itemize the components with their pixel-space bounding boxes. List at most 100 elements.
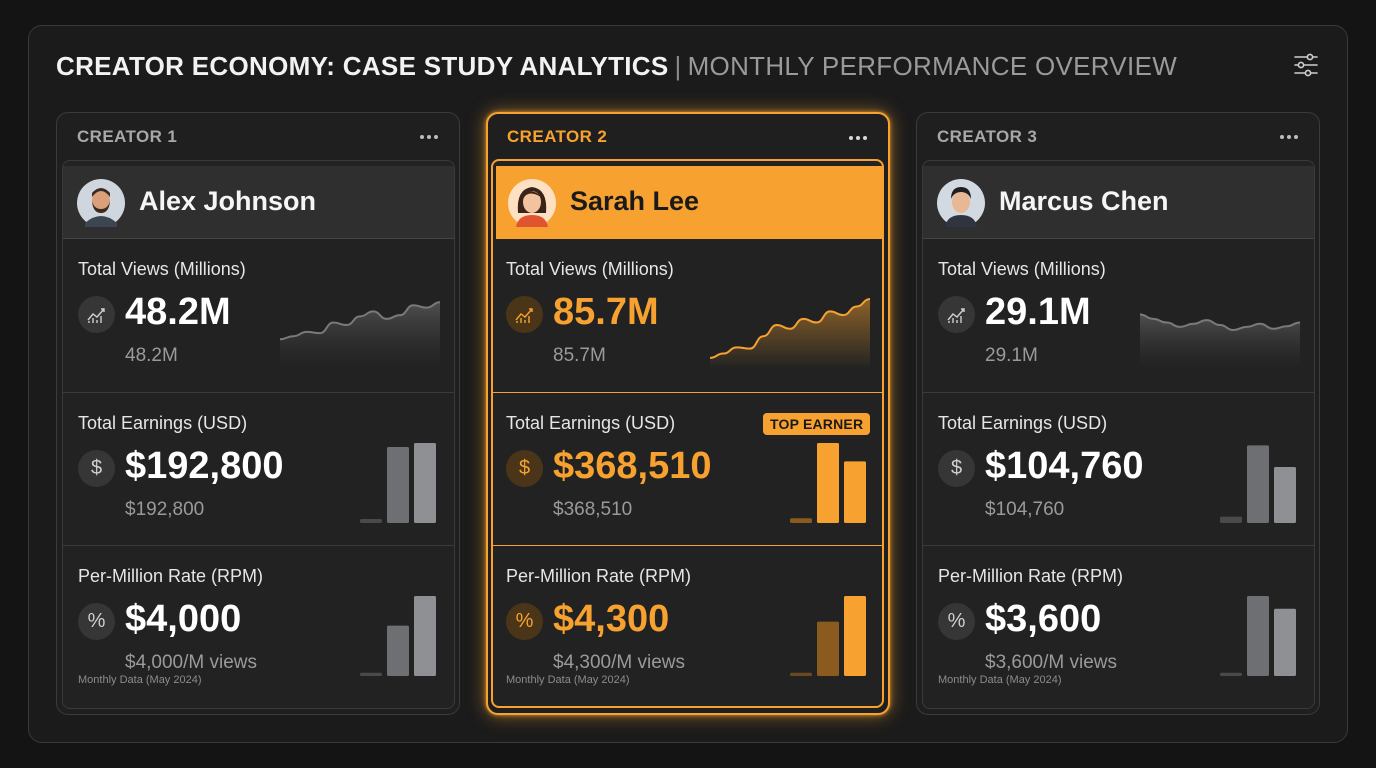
bar-2 <box>414 596 436 676</box>
dollar-icon: $ <box>78 450 115 487</box>
rpm-label: Per-Million Rate (RPM) <box>78 566 264 586</box>
footnote: Monthly Data (May 2024) <box>506 674 630 686</box>
views-label: Total Views (Millions) <box>938 259 1106 279</box>
creator-name: Alex Johnson <box>139 186 317 216</box>
sparkline-area <box>280 302 440 369</box>
card-label: CREATOR 1 <box>77 127 178 146</box>
card-body: Alex Johnson Total Views (Millions) 48.2… <box>62 160 455 709</box>
rpm-bar-chart <box>360 596 436 676</box>
creator-card-1[interactable]: CREATOR 1 Alex Johnson Total Views (Mill… <box>56 112 460 715</box>
bar-1 <box>817 621 839 676</box>
earnings-value: $368,510 <box>553 445 712 487</box>
bar-0 <box>360 519 382 523</box>
bar-1 <box>1247 445 1269 523</box>
top-earner-badge: TOP EARNER <box>763 413 871 435</box>
earnings-label: Total Earnings (USD) <box>78 413 248 433</box>
views-value: 85.7M <box>553 291 659 333</box>
bar-0 <box>1220 672 1242 676</box>
card-label: CREATOR 2 <box>507 127 608 146</box>
earnings-label: Total Earnings (USD) <box>506 413 676 433</box>
views-section: Total Views (Millions) 29.1M 29.1M <box>923 239 1314 392</box>
creator-card-3[interactable]: CREATOR 3 Marcus Chen Total Views (Milli… <box>916 112 1320 715</box>
creator-name-bar: Sarah Lee <box>496 166 882 239</box>
trend-chart-icon <box>506 296 543 333</box>
earnings-bar-chart <box>790 443 866 523</box>
views-subvalue: 85.7M <box>553 345 606 366</box>
earnings-value: $104,760 <box>985 445 1144 487</box>
views-value: 29.1M <box>985 291 1091 333</box>
bar-0 <box>790 518 812 523</box>
percent-icon: % <box>78 603 115 640</box>
trend-chart-icon <box>78 296 115 333</box>
bar-2 <box>1274 467 1296 523</box>
bar-1 <box>387 625 409 676</box>
views-label: Total Views (Millions) <box>506 259 674 279</box>
earnings-section: Total Earnings (USD) $ $192,800 $192,800 <box>63 392 454 545</box>
more-icon[interactable] <box>846 128 870 148</box>
sparkline-area <box>1140 314 1300 369</box>
rpm-subvalue: $3,600/M views <box>985 652 1118 673</box>
bar-2 <box>844 596 866 676</box>
views-sparkline <box>1140 313 1300 369</box>
rpm-value: $4,000 <box>125 598 242 640</box>
creator-name: Marcus Chen <box>999 186 1169 216</box>
sparkline-area <box>710 299 870 369</box>
creator-name: Sarah Lee <box>570 186 700 216</box>
card-label: CREATOR 3 <box>937 127 1038 146</box>
sparkline-line <box>710 298 870 359</box>
page-title: CREATOR ECONOMY: CASE STUDY ANALYTICS | MO… <box>56 50 1177 82</box>
earnings-bar-chart <box>1220 445 1296 523</box>
more-icon[interactable] <box>1277 127 1301 147</box>
rpm-label: Per-Million Rate (RPM) <box>938 566 1124 586</box>
earnings-subvalue: $104,760 <box>985 499 1065 520</box>
title-separator: | <box>674 51 682 81</box>
views-subvalue: 29.1M <box>985 345 1038 366</box>
bar-2 <box>1274 608 1296 676</box>
creator-name-bar: Alex Johnson <box>63 166 454 239</box>
earnings-section: Total Earnings (USD) TOP EARNER $ $368,5… <box>493 392 882 545</box>
earnings-value: $192,800 <box>125 445 284 487</box>
bar-0 <box>790 672 812 676</box>
earnings-subvalue: $368,510 <box>553 499 633 520</box>
views-sparkline <box>710 298 870 369</box>
footnote: Monthly Data (May 2024) <box>938 674 1062 686</box>
avatar <box>77 179 125 227</box>
rpm-label: Per-Million Rate (RPM) <box>506 566 692 586</box>
bar-2 <box>844 461 866 523</box>
bar-0 <box>360 672 382 676</box>
footnote: Monthly Data (May 2024) <box>78 674 202 686</box>
title-subtitle: MONTHLY PERFORMANCE OVERVIEW <box>687 51 1178 81</box>
views-sparkline <box>280 301 440 369</box>
bar-0 <box>1220 516 1242 523</box>
views-subvalue: 48.2M <box>125 345 178 366</box>
avatar <box>937 179 985 227</box>
views-section: Total Views (Millions) 85.7M 85.7M <box>493 239 882 392</box>
rpm-value: $3,600 <box>985 598 1102 640</box>
percent-icon: % <box>506 603 543 640</box>
card-body: Marcus Chen Total Views (Millions) 29.1M… <box>922 160 1315 709</box>
card-body: Sarah Lee Total Views (Millions) 85.7M 8… <box>491 159 884 708</box>
avatar <box>508 179 556 227</box>
dollar-icon: $ <box>938 450 975 487</box>
bar-1 <box>387 447 409 523</box>
earnings-section: Total Earnings (USD) $ $104,760 $104,760 <box>923 392 1314 545</box>
rpm-section: Per-Million Rate (RPM) % $4,300 $4,300/M… <box>493 545 882 698</box>
earnings-bar-chart <box>360 443 436 523</box>
settings-sliders-icon[interactable] <box>1292 52 1320 78</box>
creator-name-bar: Marcus Chen <box>923 166 1314 239</box>
rpm-value: $4,300 <box>553 598 670 640</box>
sparkline-line <box>1140 313 1300 332</box>
more-icon[interactable] <box>417 127 441 147</box>
views-section: Total Views (Millions) 48.2M 48.2M <box>63 239 454 392</box>
bar-1 <box>1247 596 1269 676</box>
sparkline-line <box>280 301 440 341</box>
creator-card-2[interactable]: CREATOR 2 Sarah Lee Total Views (Million… <box>486 112 890 715</box>
rpm-section: Per-Million Rate (RPM) % $3,600 $3,600/M… <box>923 545 1314 698</box>
earnings-subvalue: $192,800 <box>125 499 205 520</box>
dollar-icon: $ <box>506 450 543 487</box>
percent-icon: % <box>938 603 975 640</box>
views-value: 48.2M <box>125 291 231 333</box>
bar-2 <box>414 443 436 523</box>
title-main: CREATOR ECONOMY: CASE STUDY ANALYTICS <box>56 51 669 81</box>
rpm-section: Per-Million Rate (RPM) % $4,000 $4,000/M… <box>63 545 454 698</box>
